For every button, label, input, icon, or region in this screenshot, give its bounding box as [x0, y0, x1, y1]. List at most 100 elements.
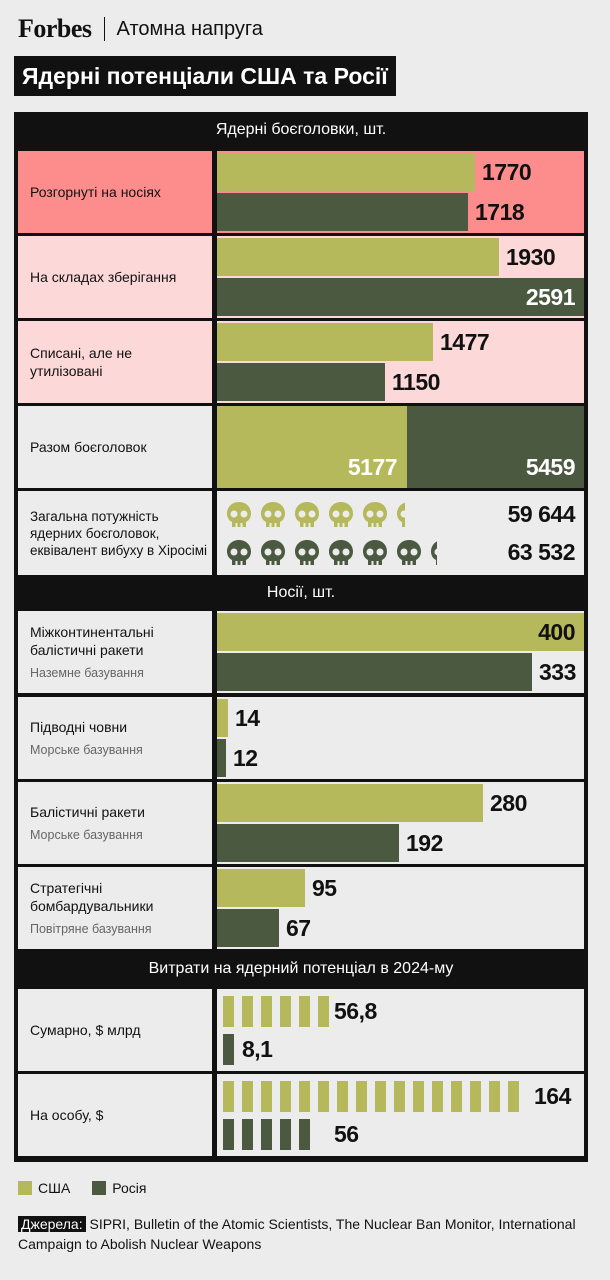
spending-table: Витрати на ядерний потенціал в 2024-му С… [14, 952, 588, 1162]
bar-russia-total [407, 406, 584, 488]
dash-mark [432, 1081, 443, 1112]
dash-mark [375, 1081, 386, 1112]
dash-mark [242, 996, 253, 1027]
panel-yield: 59 644 63 532 [217, 491, 584, 575]
value-usa-retired: 1477 [440, 328, 490, 355]
header-divider [103, 17, 105, 41]
value-usa-stored: 1930 [506, 243, 556, 270]
section-name: Атомна напруга [116, 17, 263, 40]
bar-usa-slbm [217, 784, 483, 822]
dashes-russia-per-capita [223, 1119, 318, 1150]
page-title: Ядерні потенціали США та Росії [14, 56, 396, 96]
value-russia-stored: 2591 [525, 283, 576, 310]
value-usa-deployed: 1770 [482, 158, 532, 185]
dashes-usa-spending-total [223, 996, 337, 1027]
panel-spending-total: 56,8 8,1 [217, 989, 584, 1071]
category-sublabel: Морське базування [30, 828, 143, 842]
bar-usa-deployed [217, 153, 475, 191]
dash-mark [337, 1081, 348, 1112]
bar-usa-total [217, 406, 407, 488]
skull-icon [395, 539, 423, 567]
panel-total: 5177 5459 [217, 406, 584, 488]
value-usa-yield: 59 644 [507, 500, 576, 527]
value-usa-per-capita: 164 [534, 1082, 571, 1109]
dash-mark [356, 1081, 367, 1112]
panel-stored: 1930 2591 [217, 236, 584, 318]
value-usa-total: 5177 [347, 453, 398, 480]
bar-russia-bombers [217, 909, 279, 947]
dash-mark [451, 1081, 462, 1112]
dash-mark [280, 1081, 291, 1112]
dash-mark [261, 1119, 272, 1150]
bar-russia-retired [217, 363, 385, 401]
category-total: Разом боєголовок [18, 406, 212, 488]
category-label: Стратегічні бомбардувальники [30, 880, 154, 914]
category-deployed: Розгорнуті на носіях [18, 151, 212, 233]
category-label: Списані, але не утилізовані [30, 345, 133, 379]
bar-russia-deployed [217, 193, 468, 231]
category-submarines: Підводні човни Морське базування [18, 697, 212, 779]
bar-usa-stored [217, 238, 499, 276]
category-bombers: Стратегічні бомбардувальники Повітряне б… [18, 867, 212, 949]
value-usa-spending-total: 56,8 [334, 997, 377, 1024]
value-russia-slbm: 192 [406, 829, 443, 856]
category-yield: Загальна потужність ядерних боєголовок, … [18, 491, 212, 575]
band-spending: Витрати на ядерний потенціал в 2024-му [148, 960, 454, 977]
category-label: Загальна потужність ядерних боєголовок, … [30, 508, 208, 558]
bar-usa-icbm [217, 613, 584, 651]
panel-deployed: 1770 1718 [217, 151, 584, 233]
dash-mark [223, 996, 234, 1027]
skull-icon [225, 501, 253, 529]
dashes-usa-per-capita [223, 1081, 527, 1112]
panel-bombers: 95 67 [217, 867, 584, 949]
value-russia-yield: 63 532 [507, 538, 576, 565]
value-russia-retired: 1150 [392, 368, 440, 395]
category-retired: Списані, але не утилізовані [18, 321, 212, 403]
value-russia-bombers: 67 [286, 914, 311, 941]
category-label: На особу, $ [30, 1107, 104, 1123]
category-icbm: Міжконтинентальні балістичні ракети Назе… [18, 611, 212, 693]
skull-icon-partial [429, 539, 437, 567]
category-slbm: Балістичні ракети Морське базування [18, 782, 212, 864]
skull-icon [293, 501, 321, 529]
value-russia-per-capita: 56 [334, 1120, 359, 1147]
header: Forbes Атомна напруга [18, 14, 263, 44]
forbes-logo: Forbes [18, 14, 92, 43]
skull-icon [327, 539, 355, 567]
dash-mark [413, 1081, 424, 1112]
value-usa-submarines: 14 [235, 704, 260, 731]
category-label: Разом боєголовок [30, 439, 147, 455]
band-carriers: Носії, шт. [266, 584, 336, 601]
legend-swatch-russia [92, 1181, 107, 1195]
chart-table: Ядерні боєголовки, шт. Розгорнуті на нос… [14, 112, 588, 960]
skull-icon [327, 501, 355, 529]
category-spending-total: Сумарно, $ млрд [18, 989, 212, 1071]
panel-retired: 1477 1150 [217, 321, 584, 403]
dash-mark [299, 996, 310, 1027]
category-label: Підводні човни [30, 719, 128, 735]
value-usa-slbm: 280 [490, 789, 527, 816]
skulls-russia [225, 539, 443, 567]
dash-mark [299, 1119, 310, 1150]
legend: США Росія [18, 1180, 146, 1196]
category-sublabel: Наземне базування [30, 666, 144, 680]
sources: Джерела: SIPRI, Bulletin of the Atomic S… [18, 1214, 598, 1254]
bar-russia-submarines [217, 739, 226, 777]
dash-mark [318, 996, 329, 1027]
bar-usa-retired [217, 323, 433, 361]
panel-submarines: 14 12 [217, 697, 584, 779]
skull-icon [259, 501, 287, 529]
dash-mark [280, 996, 291, 1027]
category-per-capita: На особу, $ [18, 1074, 212, 1156]
category-label: На складах зберігання [30, 269, 177, 285]
bar-russia-slbm [217, 824, 399, 862]
skull-icon [361, 539, 389, 567]
dash-mark [489, 1081, 500, 1112]
dash-mark [280, 1119, 291, 1150]
value-russia-total: 5459 [525, 453, 576, 480]
dash-mark [223, 1119, 234, 1150]
skull-icon [293, 539, 321, 567]
bar-usa-submarines [217, 699, 228, 737]
value-russia-spending-total: 8,1 [242, 1035, 273, 1062]
dash-mark [394, 1081, 405, 1112]
